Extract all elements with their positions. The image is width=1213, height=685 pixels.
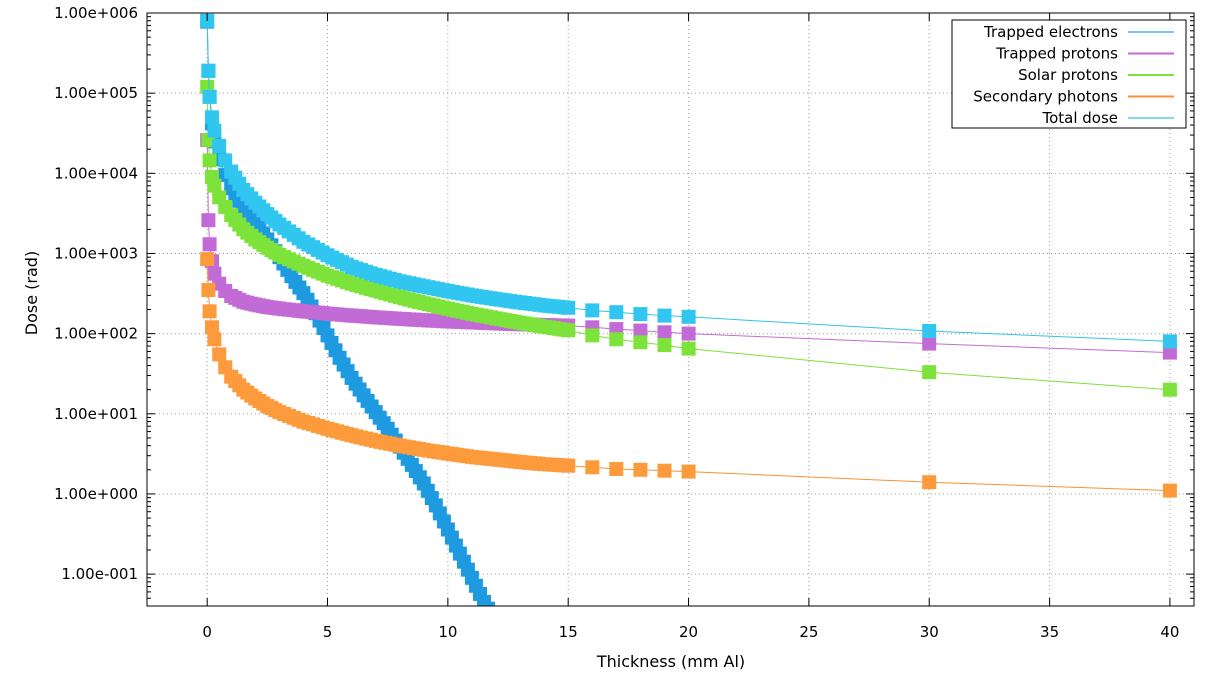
data-point-total-dose [218,153,233,168]
x-tick-label: 0 [202,623,212,641]
y-tick-label: 1.00e+005 [54,84,138,102]
data-point-secondary-photons [922,475,937,490]
data-point-secondary-photons [207,332,222,347]
data-point-total-dose [561,300,576,315]
series-secondary-photons [200,252,1177,498]
data-point-secondary-photons [205,320,219,335]
x-tick-label: 15 [559,623,578,641]
x-tick-label: 40 [1160,623,1179,641]
data-point-trapped-protons [681,326,696,341]
x-tick-label: 10 [438,623,457,641]
data-point-secondary-photons [212,347,227,362]
legend-label: Trapped protons [995,45,1118,63]
data-point-solar-protons [207,178,222,193]
data-point-trapped-protons [202,237,217,252]
axis-ticks: 0 5 10 15 20 25 30 35 40 1.00e-001 1.00e+000 1.00e+… [54,4,1194,641]
y-tick-label: 1.00e+004 [54,164,138,182]
data-point-secondary-photons [202,304,217,319]
y-tick-label: 1.00e+003 [54,244,138,262]
data-point-total-dose [201,63,216,78]
data-point-trapped-protons [633,323,648,338]
data-point-solar-protons [1162,382,1177,397]
y-tick-label: 1.00e+006 [54,4,138,22]
data-point-total-dose [205,110,219,125]
data-point-secondary-photons [201,283,216,297]
series-layer [200,13,1177,606]
legend: Trapped electrons Trapped protons Solar pr… [951,19,1187,129]
y-tick-label: 1.00e+001 [54,405,138,423]
data-point-total-dose [681,309,696,324]
x-tick-label: 35 [1040,623,1059,641]
data-point-trapped-protons [922,336,937,351]
y-tick-label: 1.00e+000 [54,485,138,503]
data-point-secondary-photons [681,464,696,479]
data-point-total-dose [212,138,227,153]
data-point-solar-protons [681,341,696,356]
data-point-total-dose [1162,334,1177,349]
x-axis-title: Thickness (mm Al) [596,652,745,671]
data-point-secondary-photons [561,458,576,473]
legend-label: Trapped electrons [983,23,1118,41]
y-axis-title: Dose (rad) [22,251,41,335]
data-point-solar-protons [561,323,576,338]
data-point-total-dose [609,305,624,320]
data-point-total-dose [922,324,937,338]
legend-label: Total dose [1041,109,1118,127]
data-point-trapped-protons [1162,345,1177,360]
y-tick-label: 1.00e-001 [61,565,138,583]
x-tick-label: 25 [799,623,818,641]
data-point-trapped-protons [201,213,216,228]
data-point-trapped-electrons [481,601,495,606]
data-point-secondary-photons [633,462,648,477]
legend-label: Secondary photons [973,88,1118,106]
data-point-secondary-photons [585,460,600,475]
data-point-total-dose [633,307,648,322]
data-point-total-dose [202,89,217,104]
data-point-solar-protons [657,338,672,353]
data-point-trapped-protons [657,325,672,340]
data-point-trapped-electrons [477,594,491,606]
y-tick-label: 1.00e+002 [54,325,138,343]
legend-label: Solar protons [1018,66,1118,84]
data-point-total-dose [207,123,222,138]
x-tick-label: 5 [323,623,333,641]
series-total-dose [200,13,1177,349]
data-point-secondary-photons [609,462,624,476]
x-tick-label: 30 [920,623,939,641]
data-point-total-dose [657,308,672,323]
data-point-solar-protons [633,335,648,350]
data-point-secondary-photons [657,463,672,478]
data-point-solar-protons [609,332,624,347]
x-tick-label: 20 [679,623,698,641]
data-point-secondary-photons [200,252,215,267]
data-point-solar-protons [922,365,937,380]
data-point-solar-protons [202,153,217,168]
data-point-secondary-photons [1162,483,1177,498]
data-point-solar-protons [585,328,600,343]
data-point-total-dose [585,303,600,318]
series-solar-protons [200,79,1177,397]
